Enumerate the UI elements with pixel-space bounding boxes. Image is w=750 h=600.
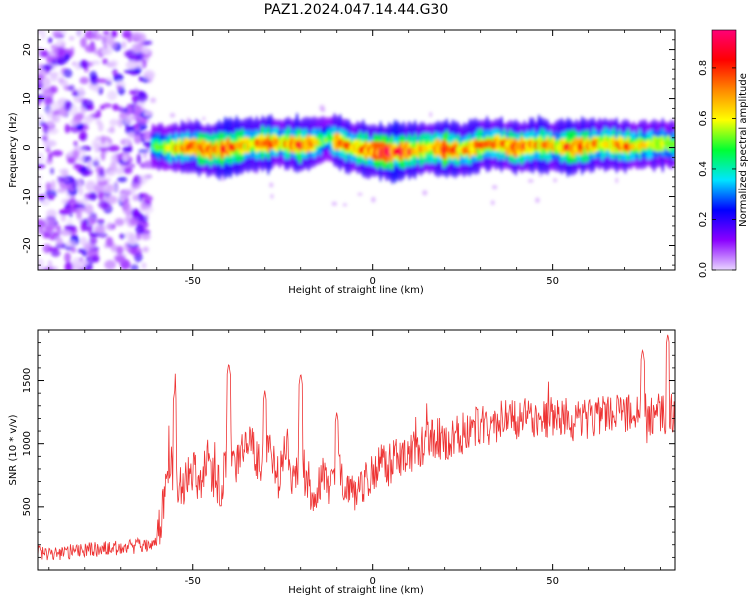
snr-x-label: Height of straight line (km) [288,585,424,596]
y-tick-label: 10 [22,92,33,105]
spectrogram-x-label: Height of straight line (km) [288,285,424,296]
figure-title: PAZ1.2024.047.14.44.G30 [264,2,449,18]
snr-y-axis: 500 1000 1500 [22,329,675,558]
spectrogram-y-label: Frequency (Hz) [8,112,19,188]
spectrogram-ridge [150,112,675,185]
colorbar-tick-label: 0.6 [698,110,709,126]
y-tick-label: 1000 [22,431,33,456]
snr-series-line [38,334,675,561]
y-tick-label: 500 [22,497,33,516]
spectrogram-frame [37,29,676,271]
spectrogram-x-axis: -50 0 50 [48,30,662,287]
y-tick-label: 20 [22,43,33,56]
colorbar-gradient [712,30,736,270]
spectrogram-panel: -50 0 50 -20 -10 0 10 20 Height of straight li… [8,29,676,296]
x-tick-label: 0 [370,576,376,587]
x-tick-label: 50 [546,276,559,287]
spectrogram-y-axis: -20 -10 0 10 20 [22,29,675,266]
snr-frame [37,329,676,571]
colorbar-tick-label: 0.4 [698,161,709,177]
colorbar-tick-label: 0.0 [698,262,709,278]
colorbar-ticks: 0.0 0.2 0.4 0.6 0.8 [698,60,736,278]
y-tick-label: 0 [22,144,33,150]
colorbar-label: Normalized spectral amplitude [738,73,749,227]
colorbar-tick-label: 0.8 [698,60,709,76]
snr-plot-area [38,330,675,570]
snr-y-label: SNR (10 * v/v) [8,414,19,485]
spectrogram-noise-region [38,30,631,270]
colorbar: 0.0 0.2 0.4 0.6 0.8 Normalized spectral ampl… [698,29,749,278]
snr-x-axis: -50 0 50 [48,330,662,587]
x-tick-label: -50 [185,576,201,587]
x-tick-label: 50 [546,576,559,587]
y-tick-label: -10 [22,188,33,204]
x-tick-label: 0 [370,276,376,287]
y-tick-label: -20 [22,237,33,253]
snr-panel: -50 0 50 500 1000 1500 Height of straight li… [8,329,676,596]
x-tick-label: -50 [185,276,201,287]
colorbar-frame [711,29,737,271]
colorbar-tick-label: 0.2 [698,212,709,228]
y-tick-label: 1500 [22,368,33,393]
